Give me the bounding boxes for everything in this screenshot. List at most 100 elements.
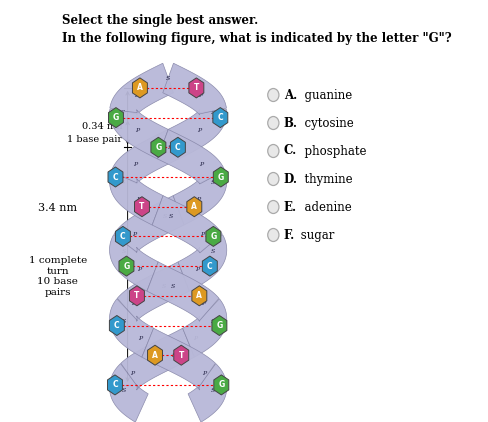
Text: G: G (123, 262, 130, 271)
Polygon shape (135, 197, 149, 217)
Text: C: C (207, 262, 213, 271)
Text: S: S (172, 353, 176, 358)
Polygon shape (117, 262, 189, 321)
Text: phosphate: phosphate (298, 144, 367, 157)
Text: S: S (122, 249, 125, 254)
Text: P: P (199, 162, 203, 168)
Text: B.: B. (284, 116, 298, 130)
Text: S: S (162, 284, 166, 289)
Text: Select the single best answer.: Select the single best answer. (62, 14, 258, 27)
Polygon shape (107, 375, 122, 395)
Polygon shape (178, 235, 227, 291)
Polygon shape (173, 172, 227, 225)
Text: 1 complete
turn
10 base
pairs: 1 complete turn 10 base pairs (29, 257, 87, 297)
Text: S: S (169, 214, 173, 219)
Circle shape (268, 200, 279, 214)
Polygon shape (108, 167, 123, 187)
Text: C: C (113, 173, 118, 181)
Circle shape (268, 144, 279, 157)
Circle shape (268, 89, 279, 102)
Text: P: P (134, 93, 138, 98)
Text: In the following figure, what is indicated by the letter "G"?: In the following figure, what is indicat… (62, 32, 452, 45)
Text: P: P (197, 127, 201, 133)
Polygon shape (147, 262, 219, 321)
Text: S: S (122, 388, 126, 393)
Polygon shape (187, 197, 202, 217)
Text: S: S (163, 214, 167, 219)
Text: A.: A. (284, 89, 297, 102)
Text: T: T (134, 291, 140, 300)
Polygon shape (206, 226, 221, 246)
Text: S: S (121, 180, 125, 185)
Polygon shape (213, 167, 228, 187)
Text: P: P (200, 232, 204, 237)
Text: P: P (196, 197, 200, 202)
Text: C: C (112, 380, 118, 390)
Text: A: A (191, 202, 197, 211)
Text: 1 base pair: 1 base pair (67, 135, 122, 144)
Polygon shape (188, 364, 227, 422)
Polygon shape (170, 137, 185, 157)
Text: P: P (136, 197, 141, 202)
Polygon shape (152, 196, 222, 253)
Polygon shape (147, 345, 163, 365)
Text: P: P (135, 127, 140, 133)
Text: P: P (198, 93, 202, 98)
Circle shape (268, 173, 279, 186)
Text: sugar: sugar (298, 228, 335, 241)
Polygon shape (129, 286, 144, 306)
Text: A: A (196, 291, 203, 300)
Text: cytosine: cytosine (298, 116, 354, 130)
Text: G: G (218, 173, 224, 181)
Text: S: S (211, 180, 215, 185)
Text: P: P (133, 162, 137, 168)
Text: F.: F. (284, 228, 295, 241)
Text: S: S (167, 145, 172, 150)
Polygon shape (212, 316, 227, 335)
Text: C: C (218, 113, 223, 122)
Text: adenine: adenine (298, 200, 352, 214)
Text: T: T (194, 84, 199, 92)
Polygon shape (158, 130, 225, 184)
Text: A: A (152, 351, 158, 360)
Polygon shape (203, 256, 217, 276)
Text: C: C (120, 232, 126, 241)
Text: G: G (218, 380, 224, 390)
Text: P: P (201, 301, 205, 306)
Polygon shape (111, 130, 179, 184)
Text: E.: E. (284, 200, 297, 214)
Text: 0.34 nm: 0.34 nm (82, 122, 122, 131)
Polygon shape (109, 299, 154, 357)
Text: T: T (179, 351, 184, 360)
Polygon shape (114, 196, 184, 253)
Text: S: S (211, 249, 215, 254)
Text: P: P (202, 371, 206, 376)
Polygon shape (214, 375, 229, 395)
Text: G: G (210, 232, 217, 241)
Text: C: C (114, 321, 120, 330)
Polygon shape (174, 345, 189, 365)
Polygon shape (116, 226, 130, 246)
Polygon shape (189, 78, 204, 98)
Text: C: C (175, 143, 181, 152)
Polygon shape (109, 316, 124, 335)
Text: G: G (155, 143, 162, 152)
Polygon shape (109, 110, 168, 159)
Text: S: S (122, 319, 126, 324)
Text: S: S (210, 319, 215, 324)
Circle shape (268, 228, 279, 241)
Text: S: S (164, 145, 169, 150)
Text: P: P (139, 336, 142, 341)
Text: G: G (113, 113, 119, 122)
Text: S: S (121, 110, 125, 115)
Text: A: A (137, 84, 143, 92)
Polygon shape (151, 137, 166, 157)
Text: P: P (195, 267, 199, 271)
Text: S: S (160, 353, 164, 358)
Polygon shape (213, 108, 228, 127)
Polygon shape (163, 63, 226, 115)
Circle shape (268, 116, 279, 130)
Polygon shape (108, 108, 123, 127)
Polygon shape (121, 328, 194, 388)
Text: C.: C. (284, 144, 297, 157)
